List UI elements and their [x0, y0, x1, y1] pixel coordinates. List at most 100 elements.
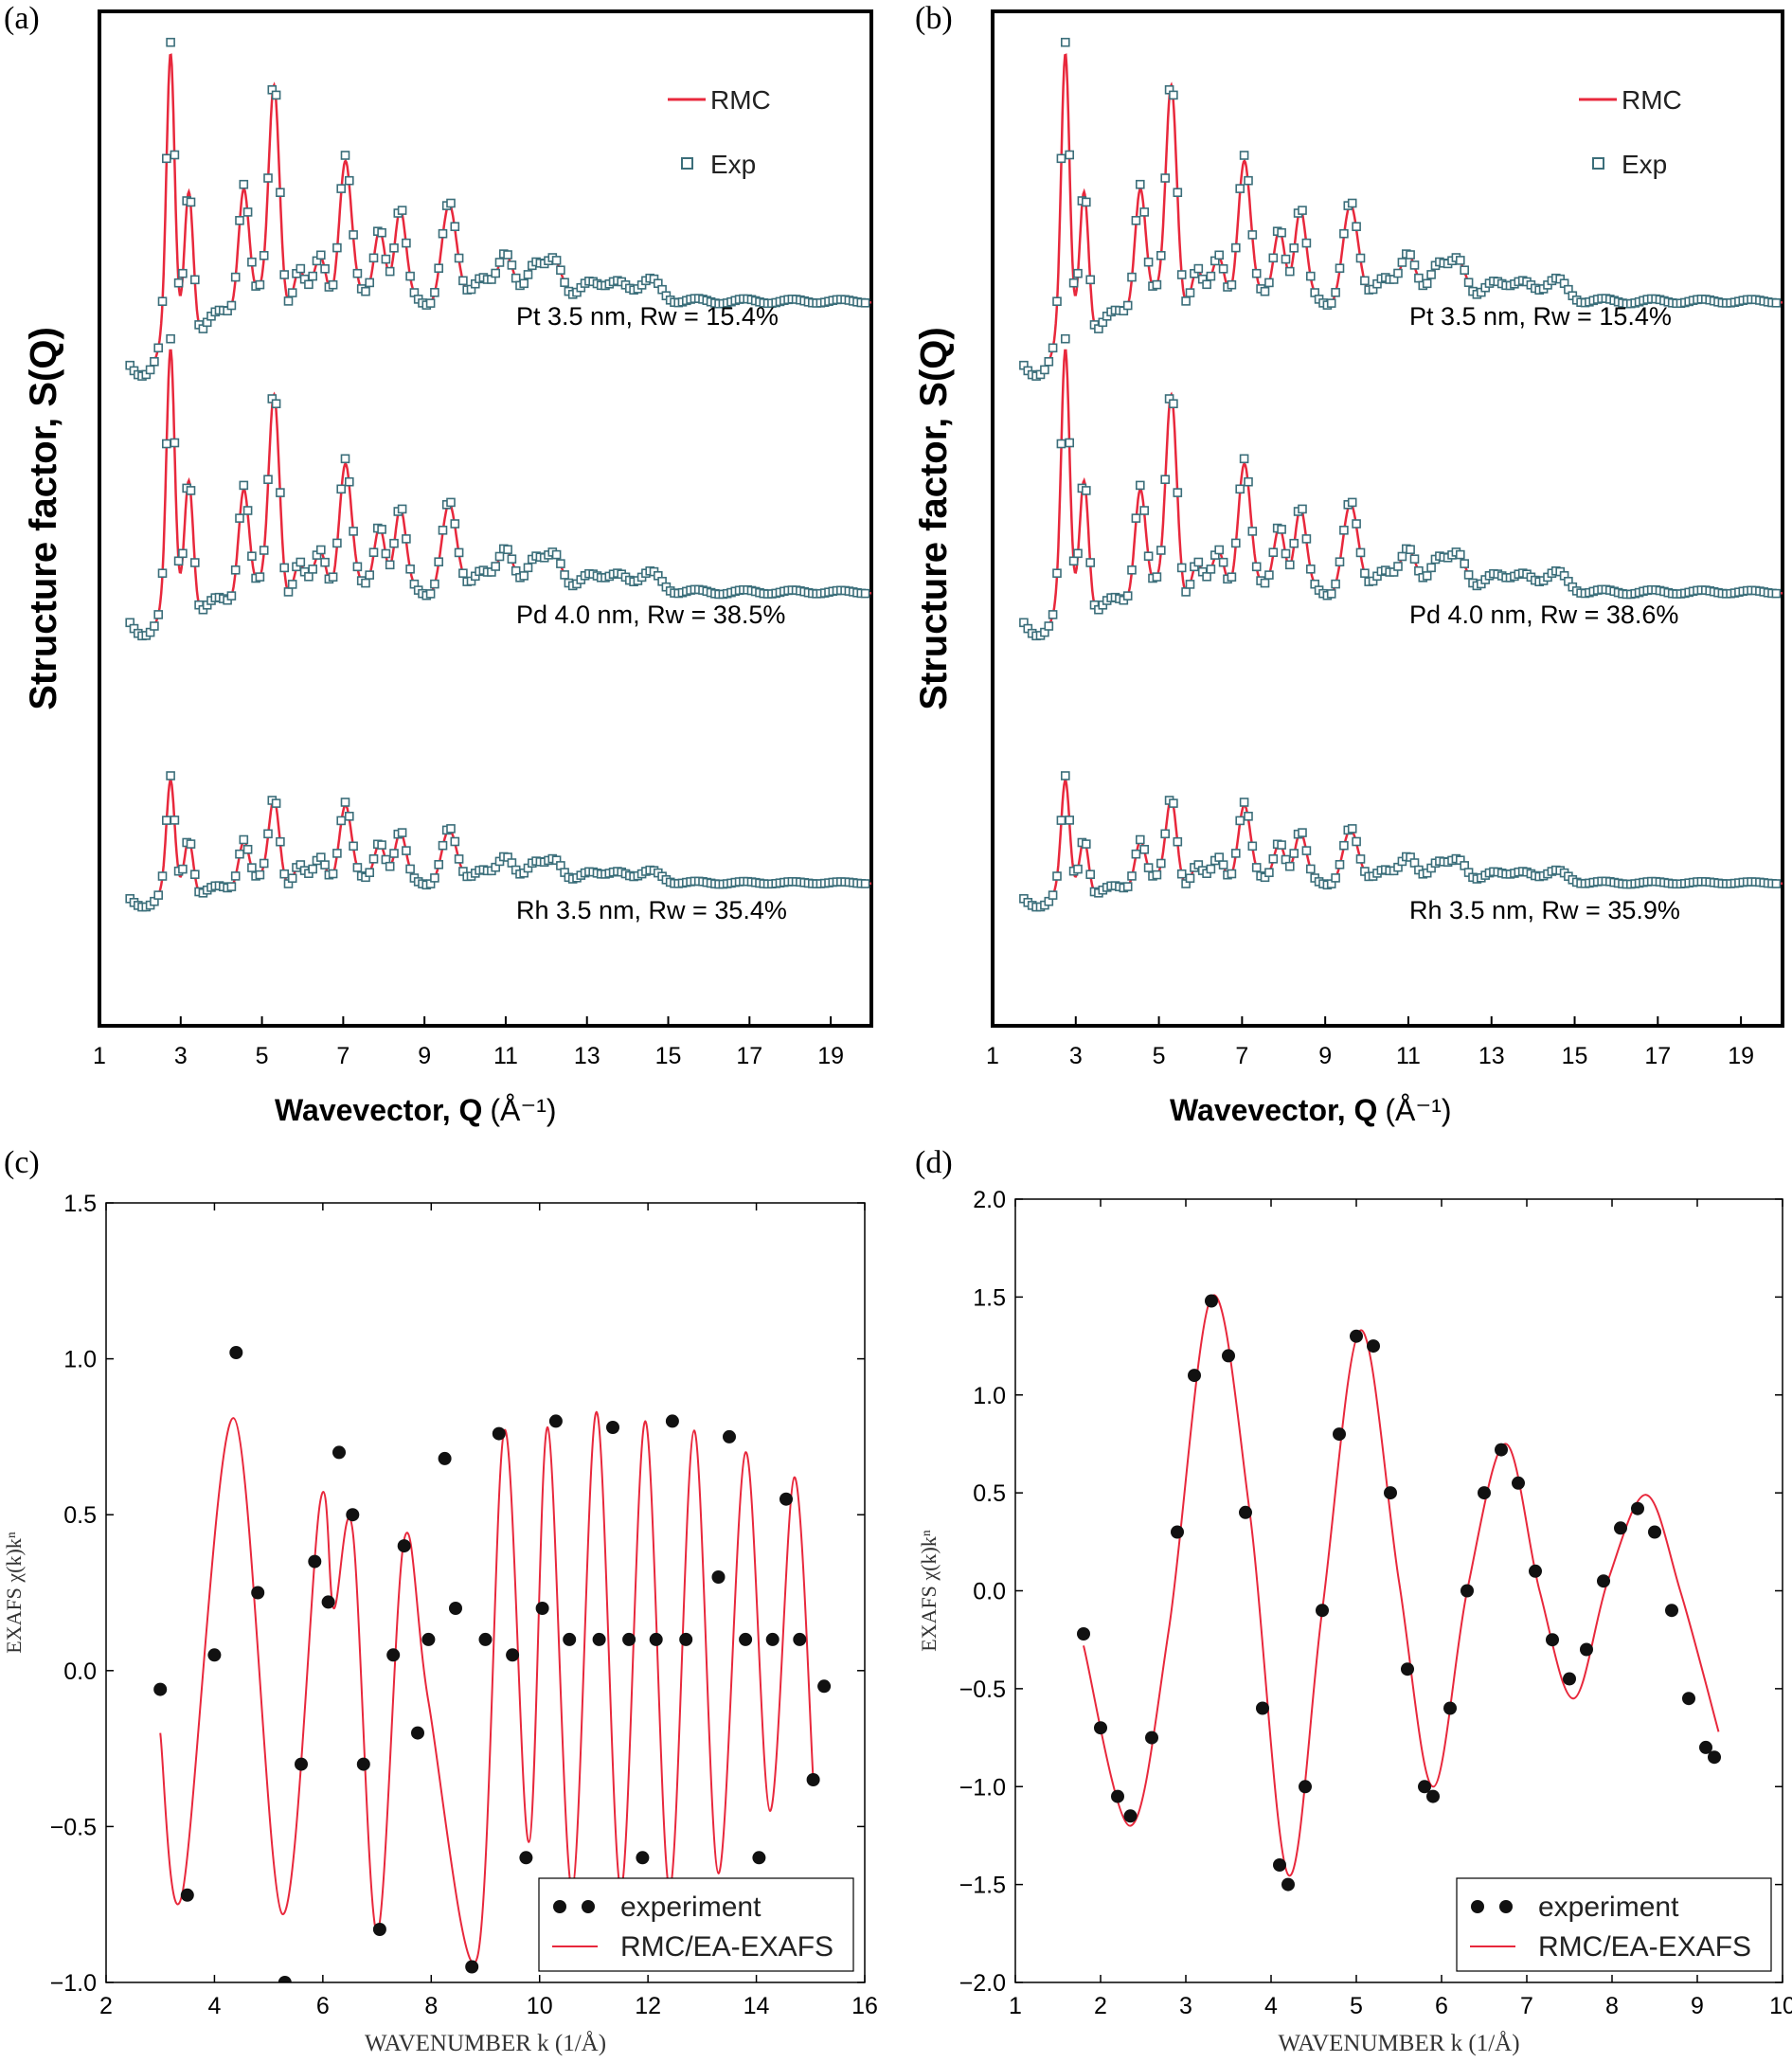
exp-marker — [430, 287, 439, 297]
series-annotation: Rh 3.5 nm, Rw = 35.4% — [516, 896, 787, 924]
experiment-point — [1631, 1501, 1644, 1515]
exp-marker — [1065, 438, 1074, 448]
exp-marker — [1122, 591, 1133, 601]
exp-marker — [368, 253, 379, 263]
x-tick-label: 19 — [817, 1043, 844, 1069]
series-annotation: Rh 3.5 nm, Rw = 35.9% — [1409, 896, 1680, 924]
exp-marker — [1298, 828, 1307, 837]
exp-marker — [1331, 873, 1340, 883]
exp-marker — [1173, 836, 1183, 847]
exp-marker — [860, 879, 870, 888]
experiment-point — [478, 1632, 493, 1646]
exp-marker — [352, 268, 363, 278]
x-tick-label: 17 — [1644, 1043, 1671, 1069]
exp-marker — [1306, 564, 1316, 574]
exp-marker — [279, 869, 290, 879]
y-axis-title: Structure factor, S(Q) — [23, 327, 64, 710]
exp-marker — [1065, 150, 1074, 160]
exp-marker — [247, 551, 257, 562]
experiment-point — [1478, 1486, 1491, 1500]
exp-marker — [1331, 287, 1340, 297]
exp-marker — [361, 286, 370, 296]
x-tick-label: 15 — [1562, 1043, 1588, 1069]
experiment-point — [636, 1851, 650, 1865]
exp-marker — [1169, 90, 1178, 100]
experiment-point — [1273, 1858, 1286, 1872]
exp-marker — [1339, 228, 1349, 239]
exp-marker — [556, 559, 565, 568]
exp-marker — [1347, 497, 1357, 508]
exp-marker — [153, 343, 163, 353]
exp-marker — [860, 588, 870, 599]
exp-marker — [1206, 864, 1216, 874]
exp-marker — [1214, 250, 1224, 260]
experiment-point — [739, 1632, 753, 1646]
exp-marker — [1181, 296, 1191, 306]
exp-marker — [1231, 242, 1241, 253]
experiment-point — [465, 1960, 479, 1974]
y-tick-label: −1.0 — [959, 1774, 1006, 1801]
exp-marker — [1136, 179, 1145, 189]
exp-marker — [385, 861, 395, 871]
exp-marker — [1281, 548, 1291, 559]
experiment-point — [346, 1508, 360, 1522]
experiment-point — [752, 1851, 766, 1865]
exp-marker — [1156, 858, 1166, 869]
exp-marker — [1422, 571, 1432, 581]
experiment-point — [207, 1648, 222, 1662]
legend-exp-marker — [1592, 157, 1604, 170]
y-tick-label: 1.5 — [973, 1284, 1006, 1311]
exp-marker — [491, 268, 501, 278]
exp-marker — [328, 869, 338, 879]
experiment-point — [1529, 1564, 1542, 1578]
exp-marker — [1456, 256, 1465, 265]
experiment-point — [1333, 1427, 1346, 1442]
exp-marker — [320, 557, 330, 567]
experiment-point — [592, 1632, 606, 1646]
experiment-point — [397, 1539, 411, 1553]
exp-marker — [226, 882, 237, 891]
x-tick-label: 16 — [851, 1993, 878, 2019]
experiment-point — [1205, 1294, 1218, 1308]
experiment-point — [1299, 1780, 1312, 1794]
x-tick-label: 3 — [1179, 1993, 1192, 2019]
exp-marker — [1339, 525, 1349, 535]
exp-marker — [519, 278, 529, 289]
exp-marker — [1235, 484, 1245, 494]
exp-marker — [1285, 266, 1295, 277]
x-tick-label: 8 — [424, 1993, 438, 2019]
exp-marker — [446, 198, 456, 208]
x-tick-label: 2 — [99, 1993, 113, 2019]
exp-marker — [255, 279, 265, 290]
exp-marker — [1298, 206, 1307, 215]
exp-marker — [1326, 298, 1336, 308]
exp-marker — [1169, 399, 1178, 409]
experiment-point — [1563, 1672, 1576, 1686]
exp-marker — [1185, 580, 1195, 589]
exp-marker — [377, 840, 386, 850]
x-axis-title: WAVENUMBER k (1/Å) — [365, 2031, 606, 2056]
experiment-point — [649, 1632, 663, 1646]
rmc-exafs-line — [159, 1410, 815, 1964]
experiment-point — [229, 1346, 243, 1359]
exp-marker — [381, 254, 391, 264]
exp-marker — [1426, 563, 1436, 573]
x-tick-label: 11 — [1396, 1043, 1421, 1069]
exp-marker — [1085, 275, 1095, 285]
exp-marker — [1355, 253, 1366, 263]
exp-marker — [1285, 560, 1295, 570]
experiment-point — [1188, 1369, 1201, 1383]
exp-marker — [405, 564, 415, 574]
exp-marker — [1218, 557, 1228, 567]
y-tick-label: −1.5 — [959, 1873, 1006, 1899]
exp-marker — [263, 173, 273, 183]
exp-marker — [1056, 816, 1066, 825]
exp-marker — [259, 858, 269, 869]
exp-marker — [377, 525, 386, 534]
legend-experiment-label: experiment — [1538, 1892, 1679, 1923]
exp-marker — [235, 849, 244, 859]
exp-marker — [304, 571, 314, 582]
series-annotation: Pt 3.5 nm, Rw = 15.4% — [1409, 302, 1672, 331]
exp-markers-pd — [125, 333, 870, 641]
